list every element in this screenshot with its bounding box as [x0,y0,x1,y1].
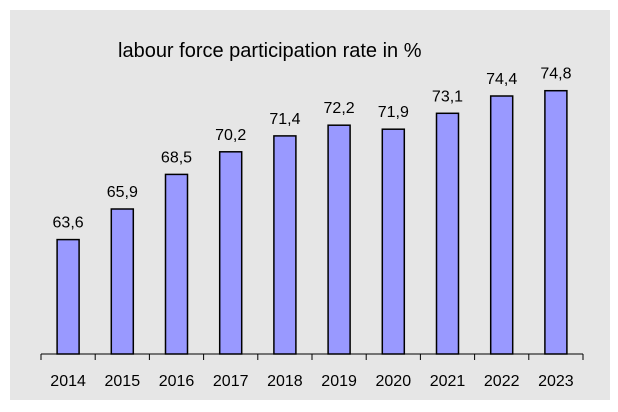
x-tick-label-2022: 2022 [484,373,520,390]
x-axis-ticks [40,354,584,360]
bar-2021 [435,112,460,355]
chart-title: labour force participation rate in % [118,40,422,62]
x-tick-label-2018: 2018 [267,373,303,390]
value-label-2023: 74,8 [540,66,571,83]
bar-2020 [381,128,406,355]
value-label-2018: 71,4 [269,111,300,128]
x-tick-label-2019: 2019 [321,373,357,390]
x-tick-label-2021: 2021 [430,373,466,390]
x-tick-label-2016: 2016 [159,373,195,390]
chart-panel-background [10,10,610,400]
bar-2015 [110,208,135,355]
bar-2023 [544,89,568,355]
x-axis-tick-labels: 2014 2015 2016 2017 2018 2019 2020 2021 2022 2023 [50,373,573,390]
value-label-2020: 71,9 [378,104,409,121]
bar-2019 [327,124,351,355]
value-label-2016: 68,5 [161,149,192,166]
x-tick-label-2020: 2020 [376,373,412,390]
value-label-2017: 70,2 [215,127,246,144]
value-label-2019: 72,2 [324,100,355,117]
bar-2022 [489,95,514,355]
value-labels-group: 63,6 65,9 68,5 70,2 71,4 72,2 71,9 73,1 74,4 74,8 [53,66,572,232]
x-tick-label-2017: 2017 [213,373,249,390]
value-label-2022: 74,4 [486,71,517,88]
x-tick-label-2023: 2023 [538,373,574,390]
value-label-2015: 65,9 [107,184,138,201]
x-tick-label-2015: 2015 [105,373,141,390]
bar-2016 [164,173,189,355]
value-label-2021: 73,1 [432,88,463,105]
bar-2018 [273,135,297,355]
x-tick-label-2014: 2014 [50,373,86,390]
bar-2014 [56,238,80,355]
bars-group [56,89,568,355]
value-label-2014: 63,6 [53,215,84,232]
bar-2017 [218,151,243,355]
